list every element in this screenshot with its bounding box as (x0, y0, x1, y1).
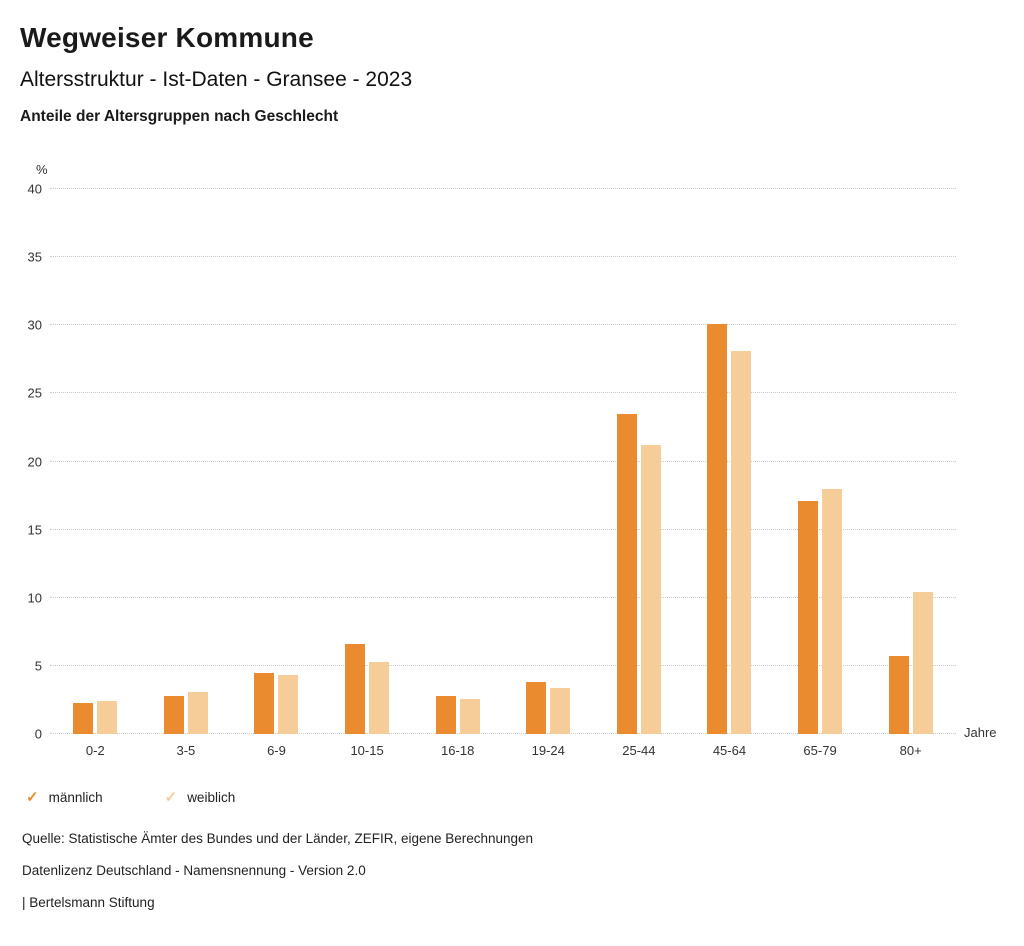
bar-weiblich-16-18[interactable] (459, 698, 480, 734)
chart: % 0 5 10 15 20 25 30 35 40 0-2 3-5 6-9 10-15 16-18 19… (20, 162, 1004, 758)
gridline (50, 528, 956, 530)
bar-männlich-80+[interactable] (888, 656, 909, 734)
x-axis-category-label: 0-2 (85, 743, 105, 758)
bar-group-0-2 (50, 189, 141, 734)
bar-group-25-44 (594, 189, 685, 734)
bar-group-16-18 (412, 189, 503, 734)
bar-männlich-10-15[interactable] (345, 644, 366, 734)
x-axis-category-label: 10-15 (350, 743, 384, 758)
gridline (50, 460, 956, 462)
bar-weiblich-19-24[interactable] (550, 687, 571, 734)
bar-group-10-15 (322, 189, 413, 734)
gridline (50, 324, 956, 326)
bar-männlich-45-64[interactable] (707, 323, 728, 734)
gridline (50, 596, 956, 598)
y-axis-tick-label: 10 (27, 590, 42, 606)
y-axis-tick-label: 15 (27, 522, 42, 538)
bar-weiblich-25-44[interactable] (640, 445, 661, 734)
legend-label: weiblich (187, 790, 236, 805)
bar-männlich-16-18[interactable] (435, 695, 456, 734)
check-icon: ✓ (164, 789, 178, 806)
x-axis-category-label: 3-5 (176, 743, 196, 758)
plot-area (50, 188, 956, 734)
check-icon: ✓ (26, 789, 39, 806)
x-axis-category-label: 45-64 (712, 743, 747, 758)
y-axis: 0 5 10 15 20 25 30 35 40 (20, 183, 50, 741)
y-axis-tick-label: 40 (27, 181, 42, 197)
legend-label: männlich (48, 790, 103, 805)
bar-männlich-19-24[interactable] (526, 682, 547, 734)
gridline (50, 733, 956, 734)
bar-group-65-79 (775, 189, 866, 734)
bar-groups (50, 189, 956, 734)
x-axis: 0-2 3-5 6-9 10-15 16-18 19-24 25-44 45-64 65-79 8… (50, 734, 956, 758)
y-axis-tick-label: 25 (27, 385, 42, 401)
x-axis-category-label: 65-79 (803, 743, 837, 758)
legend-item-männlich[interactable]: ✓ männlich (26, 790, 103, 805)
bar-group-45-64 (684, 189, 775, 734)
bar-group-3-5 (141, 189, 232, 734)
footer: Quelle: Statistische Ämter des Bundes un… (22, 831, 1004, 910)
y-axis-tick-label: 30 (27, 317, 42, 333)
bar-group-6-9 (231, 189, 322, 734)
x-axis-unit-label: Jahre (964, 725, 997, 740)
chart-caption: Anteile der Altersgruppen nach Geschlech… (20, 108, 339, 125)
x-axis-category-label: 19-24 (531, 743, 565, 758)
source-text: Quelle: Statistische Ämter des Bundes un… (22, 831, 534, 846)
legend-item-weiblich[interactable]: ✓ weiblich (165, 790, 236, 805)
gridline (50, 188, 956, 189)
x-axis-category-label: 6-9 (267, 743, 286, 758)
bar-männlich-65-79[interactable] (798, 501, 819, 734)
bar-männlich-0-2[interactable] (73, 702, 94, 734)
x-axis-unit-wrap: Jahre (956, 189, 1004, 740)
bar-group-19-24 (503, 189, 594, 734)
y-axis-tick-label: 20 (27, 454, 42, 469)
bar-weiblich-0-2[interactable] (97, 701, 118, 734)
x-axis-category-label: 25-44 (622, 743, 656, 758)
bar-group-80+ (865, 189, 956, 734)
bar-weiblich-3-5[interactable] (187, 691, 208, 734)
chart-subtitle: Altersstruktur - Ist-Daten - Gransee - 2… (20, 68, 413, 91)
bar-männlich-3-5[interactable] (163, 695, 184, 734)
license-text: Datenlizenz Deutschland - Namensnennung … (22, 863, 366, 878)
y-axis-tick-label: 0 (34, 726, 42, 742)
y-axis-unit-label: % (36, 162, 48, 177)
bar-männlich-25-44[interactable] (616, 413, 637, 734)
page-title: Wegweiser Kommune (20, 22, 314, 53)
bar-männlich-6-9[interactable] (254, 672, 275, 734)
bar-weiblich-45-64[interactable] (731, 351, 752, 734)
bar-weiblich-65-79[interactable] (822, 488, 843, 734)
y-axis-tick-label: 5 (34, 658, 42, 674)
legend: ✓ männlich ✓ weiblich (26, 790, 1004, 805)
bar-weiblich-6-9[interactable] (278, 675, 299, 734)
gridline (50, 256, 956, 258)
bar-weiblich-80+[interactable] (912, 592, 933, 734)
gridline (50, 392, 956, 394)
bar-weiblich-10-15[interactable] (369, 661, 390, 734)
y-axis-tick-label: 35 (27, 249, 42, 265)
x-axis-category-label: 80+ (899, 743, 922, 758)
gridline (50, 664, 956, 666)
x-axis-category-label: 16-18 (441, 743, 475, 758)
attribution-text: | Bertelsmann Stiftung (22, 895, 155, 910)
